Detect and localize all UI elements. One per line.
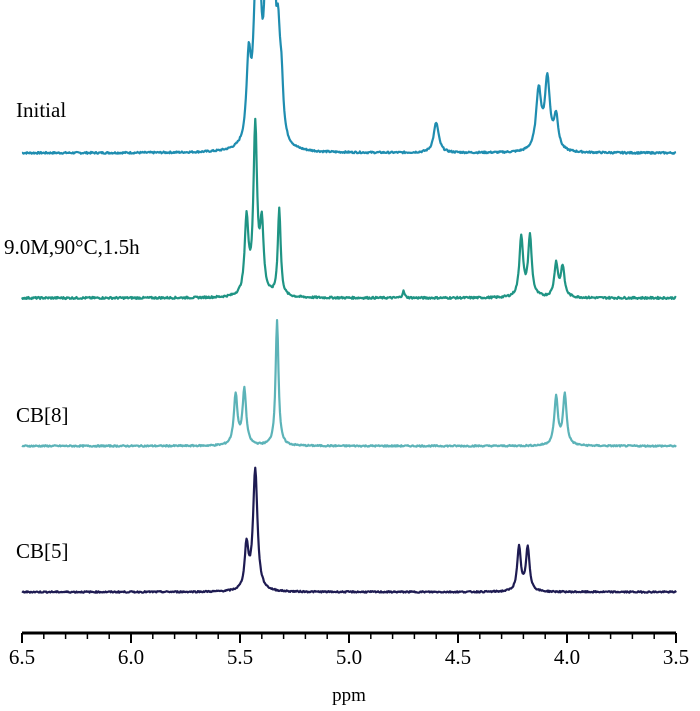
x-tick-label: 6.0 (118, 645, 144, 669)
x-tick-label: 4.0 (554, 645, 580, 669)
x-tick-label: 5.0 (336, 645, 362, 669)
series-label-2: 9.0M,90°C,1.5h (4, 235, 140, 259)
spectra-traces (21, 0, 677, 594)
x-axis-label: ppm (332, 685, 366, 706)
spectrum-trace-1 (21, 0, 677, 155)
x-tick-label: 3.5 (663, 645, 689, 669)
spectrum-trace-3 (21, 318, 677, 448)
spectrum-trace-2 (21, 117, 677, 301)
x-axis: 6.5 6.0 5.5 5.0 4.5 4.0 3.5 (9, 631, 689, 669)
spectrum-trace-4 (21, 466, 677, 594)
series-label-3: CB[8] (16, 403, 69, 427)
x-tick-label: 6.5 (9, 645, 35, 669)
x-tick-label: 4.5 (445, 645, 471, 669)
series-labels: Initial 9.0M,90°C,1.5h CB[8] CB[5] (4, 98, 140, 563)
series-label-1: Initial (16, 98, 66, 122)
series-label-4: CB[5] (16, 539, 69, 563)
x-tick-label: 5.5 (227, 645, 253, 669)
